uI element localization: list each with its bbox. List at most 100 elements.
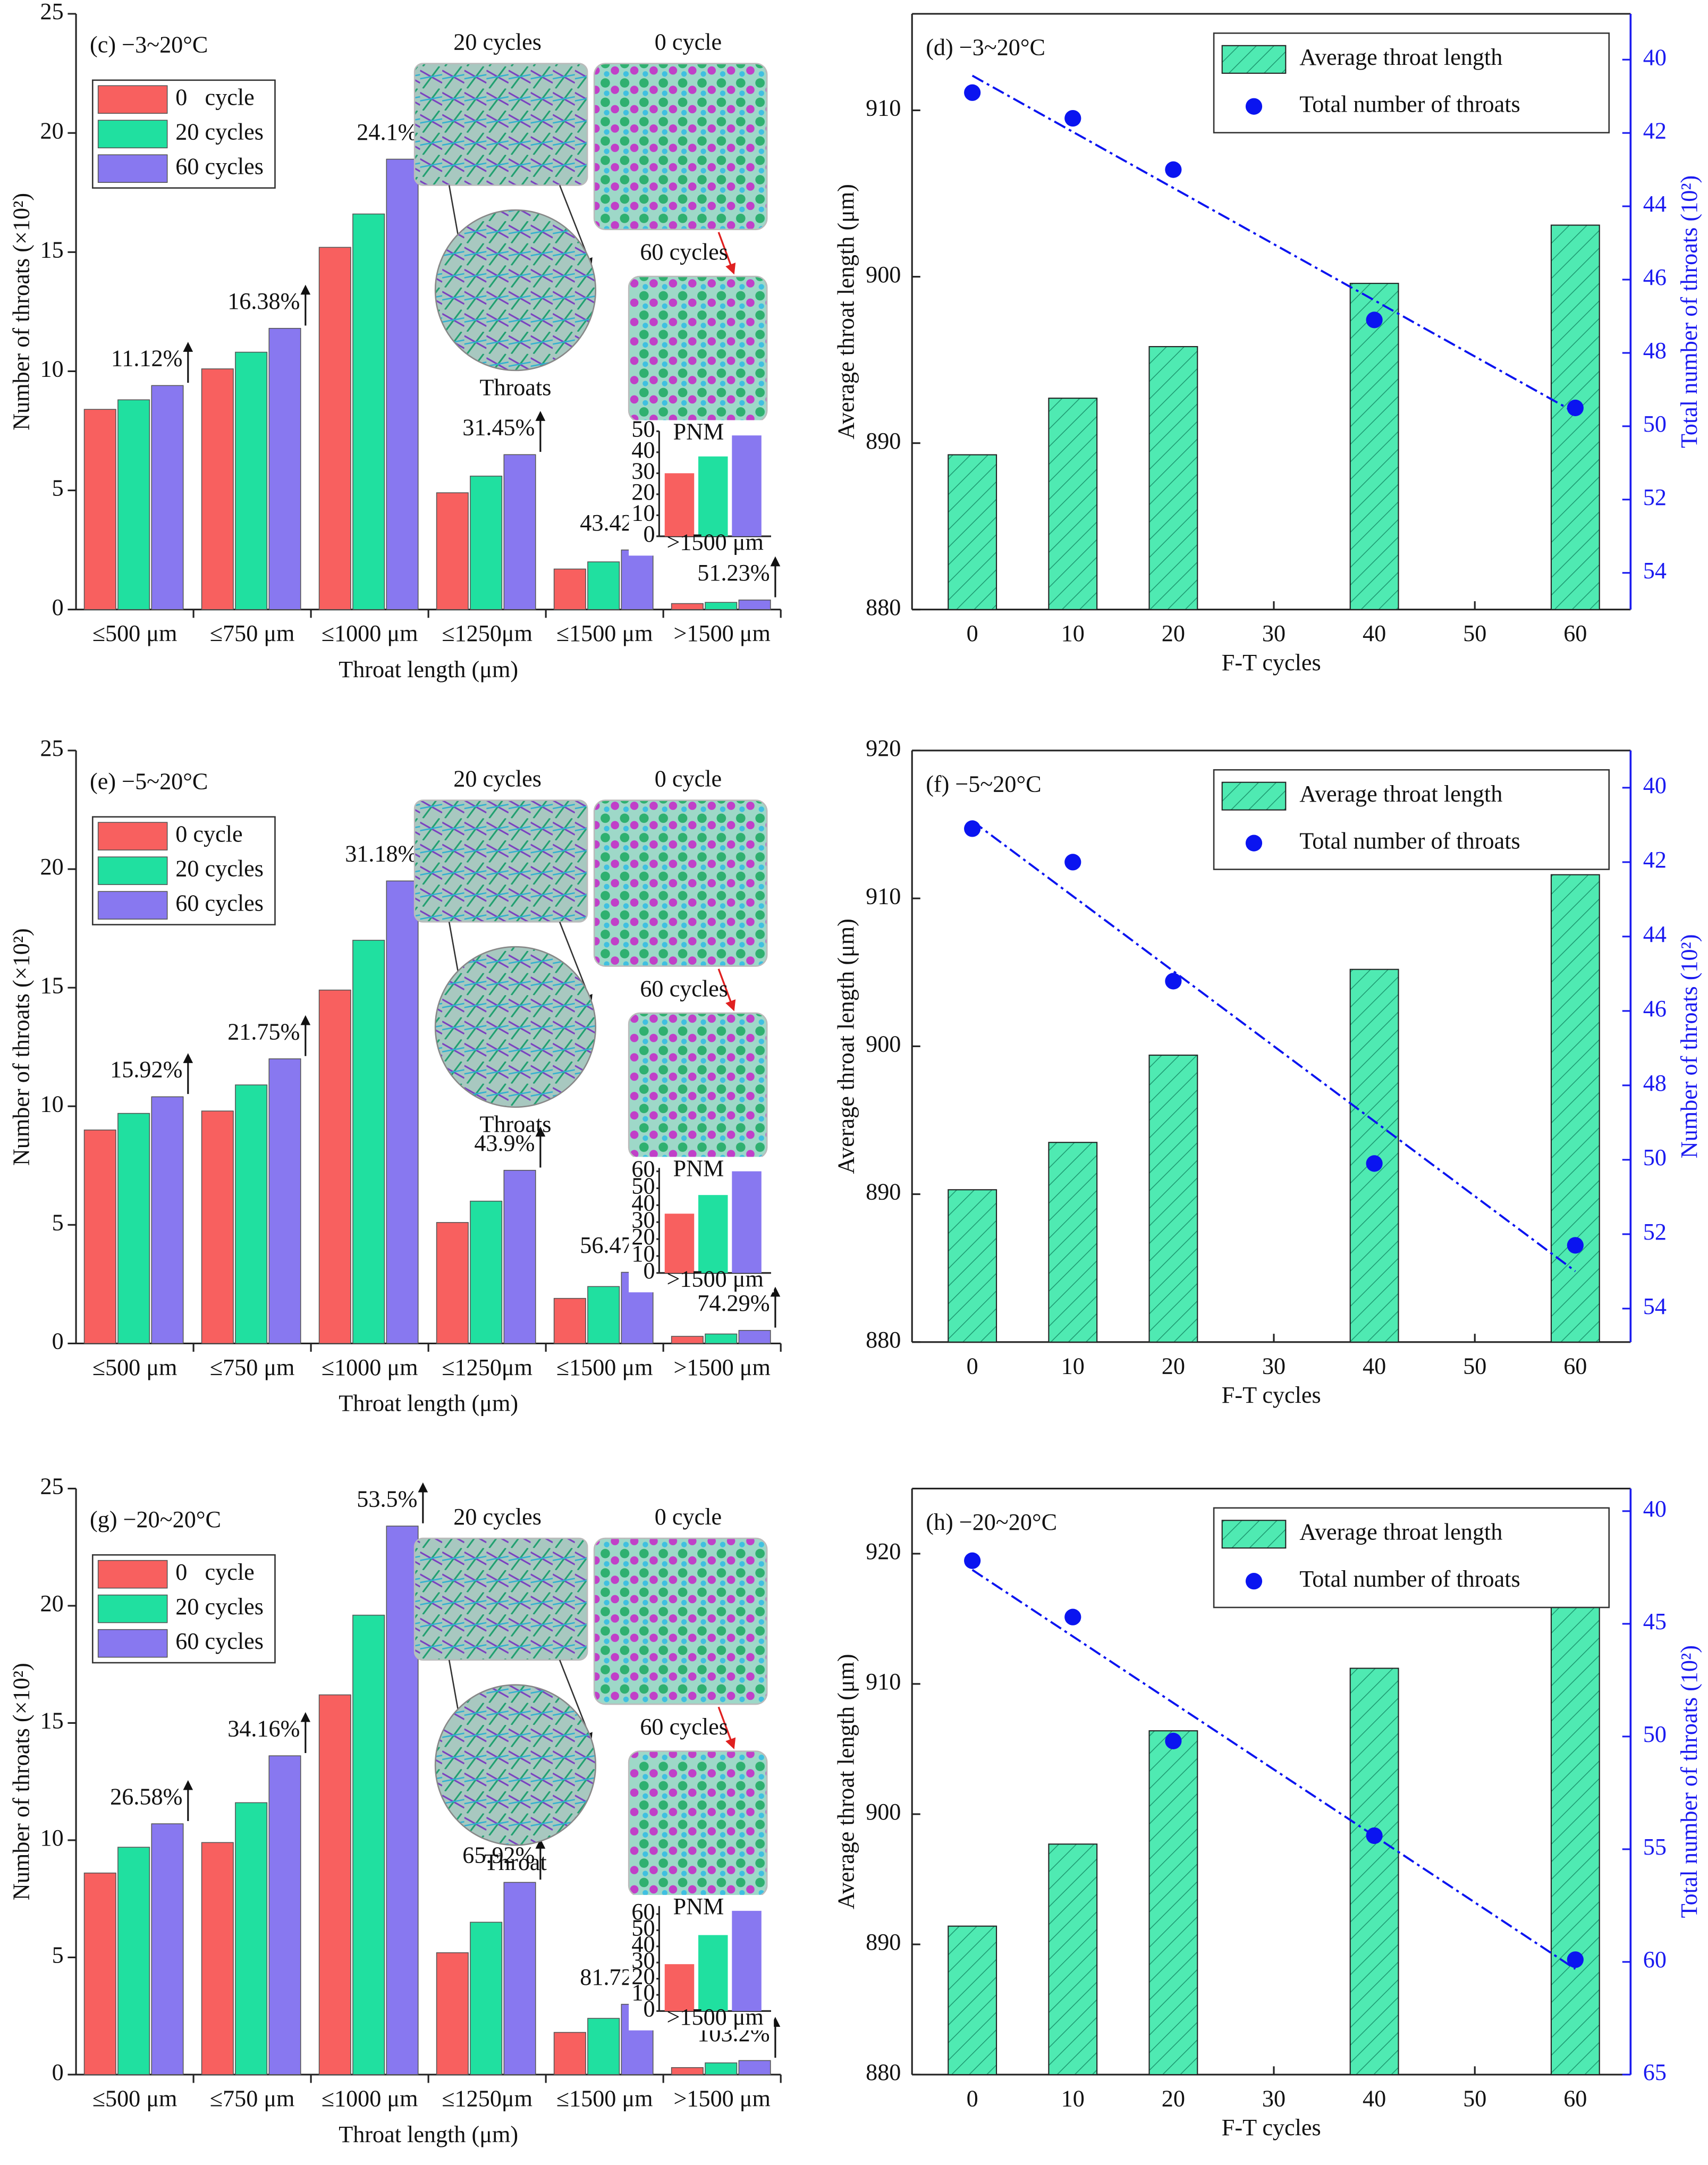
- inset-tick-label: 10: [631, 1241, 655, 1267]
- y-tick-label: 25: [40, 1473, 63, 1500]
- legend-swatch: [1221, 45, 1287, 74]
- bar: [201, 1842, 234, 2075]
- annotation: 21.75%: [227, 1018, 300, 1044]
- x-tick-label: ≤500 μm: [92, 620, 177, 646]
- inset-tick-label: 10: [631, 500, 655, 526]
- render-60: [628, 1750, 768, 1897]
- y2-tick-label: 46: [1643, 996, 1667, 1022]
- bar: [117, 1113, 150, 1344]
- bar: [436, 1222, 469, 1344]
- point: [964, 1552, 981, 1569]
- bar: [671, 603, 704, 610]
- x-tick-label: ≤500 μm: [92, 1354, 177, 1380]
- legend-swatch: [97, 120, 168, 149]
- annotation: 34.16%: [227, 1716, 300, 1742]
- bar: [268, 1755, 301, 2075]
- annotation: 15.92%: [110, 1057, 182, 1083]
- y2-axis-label: Number of throats (10²): [1676, 934, 1702, 1158]
- bar: [268, 1058, 301, 1344]
- inset-tick-label: 60: [631, 1156, 655, 1182]
- bar: [386, 880, 419, 1344]
- bar: [201, 368, 234, 610]
- inset-tick-label: 30: [631, 458, 655, 484]
- inset-tick-label: 20: [631, 1964, 655, 1990]
- point: [1064, 1608, 1081, 1625]
- bar: [1550, 224, 1600, 610]
- y2-tick-label: 60: [1643, 1947, 1667, 1973]
- y2-tick-label: 40: [1643, 772, 1667, 798]
- y2-tick-label: 50: [1643, 1721, 1667, 1747]
- y-tick-label: 25: [40, 0, 63, 24]
- inset-bar: [698, 1195, 728, 1273]
- y-tick-label: 5: [52, 475, 64, 501]
- y2-tick-label: 48: [1643, 338, 1667, 364]
- inset-tick-label: 40: [631, 1190, 655, 1216]
- y-tick-label: 920: [866, 735, 901, 761]
- y-tick-label: 10: [40, 1825, 63, 1851]
- inset-bar: [698, 1935, 728, 2011]
- inset-bar: [664, 1214, 695, 1273]
- inset-tick-label: 0: [643, 1995, 655, 2021]
- y-tick-label: 890: [866, 1179, 901, 1205]
- y2-tick-label: 45: [1643, 1608, 1667, 1635]
- y-tick-label: 15: [40, 1708, 63, 1734]
- panel-label: (f) −5~20°C: [926, 771, 1041, 797]
- inset-label: 60 cycles: [640, 976, 728, 1002]
- y-axis-label: Number of throats (×10²): [8, 928, 34, 1166]
- x-tick-label: 10: [1061, 620, 1085, 646]
- point: [964, 84, 981, 101]
- inset-bar: [664, 473, 695, 536]
- bar: [948, 1925, 997, 2075]
- inset-category: >1500 μm: [666, 529, 763, 555]
- annotation: 74.29%: [697, 1290, 770, 1316]
- bar: [587, 561, 620, 610]
- x-tick-label: 30: [1262, 2085, 1286, 2111]
- bar: [587, 2018, 620, 2075]
- x-axis-label: F-T cycles: [1222, 1382, 1321, 1408]
- y-tick-label: 900: [866, 1031, 901, 1057]
- x-tick-label: 40: [1363, 620, 1386, 646]
- bar: [503, 1882, 536, 2075]
- x-tick-label: 20: [1162, 620, 1185, 646]
- y2-tick-label: 52: [1643, 484, 1667, 510]
- x-tick-label: ≤1500 μm: [556, 620, 653, 646]
- panel-label: (e) −5~20°C: [90, 768, 208, 794]
- x-tick-label: ≤1500 μm: [556, 1354, 653, 1380]
- legend-swatch: [97, 154, 168, 183]
- legend-label: Average throat length: [1299, 44, 1502, 70]
- bar: [948, 1189, 997, 1343]
- x-tick-label: >1500 μm: [673, 2085, 770, 2111]
- x-tick-label: 40: [1363, 2085, 1386, 2111]
- render-throats: [434, 209, 597, 372]
- legend-label: 20 cycles: [175, 855, 264, 881]
- x-axis-label: Throat length (μm): [339, 1391, 518, 1417]
- bar: [1148, 346, 1198, 610]
- render-20: [413, 799, 588, 923]
- y-tick-label: 0: [52, 1328, 64, 1354]
- inset-bar: [732, 1171, 762, 1273]
- inset-tick-label: 30: [631, 1947, 655, 1973]
- red-arrow: [717, 232, 736, 275]
- x-tick-label: >1500 μm: [673, 620, 770, 646]
- x-tick-label: ≤1000 μm: [322, 2085, 418, 2111]
- bar: [436, 492, 469, 610]
- x-tick-label: ≤750 μm: [210, 1354, 295, 1380]
- y2-tick-label: 50: [1643, 1144, 1667, 1170]
- panel-label: (g) −20~20°C: [90, 1506, 221, 1532]
- y-tick-label: 20: [40, 854, 63, 880]
- bar: [318, 247, 351, 610]
- x-tick-label: 50: [1463, 1353, 1486, 1379]
- y-tick-label: 880: [866, 2059, 901, 2085]
- x-tick-label: 30: [1262, 1353, 1286, 1379]
- bar: [470, 475, 503, 610]
- y2-tick-label: 54: [1643, 1293, 1667, 1319]
- annotation: 26.58%: [110, 1783, 182, 1809]
- y-tick-label: 880: [866, 594, 901, 620]
- panel-label: (d) −3~20°C: [926, 35, 1045, 61]
- bar: [117, 1847, 150, 2075]
- legend-label: Average throat length: [1299, 781, 1502, 807]
- y-axis-label: Number of throats (×10²): [8, 193, 34, 431]
- bar: [151, 1096, 184, 1344]
- point: [1366, 1827, 1383, 1844]
